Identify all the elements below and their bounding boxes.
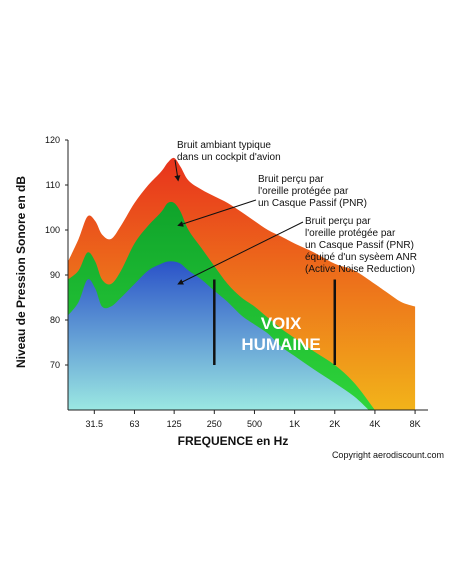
- area-series-2: [68, 261, 369, 410]
- annotation-line: l'oreille protégée par: [305, 228, 396, 239]
- x-tick-label: 2K: [329, 419, 340, 429]
- annotation-line: dans un cockpit d'avion: [177, 152, 281, 163]
- annotation-line: (Active Noise Reduction): [305, 264, 415, 275]
- x-tick-label: 8K: [410, 419, 421, 429]
- x-tick-label: 63: [129, 419, 139, 429]
- annotation-pointer: [177, 221, 304, 285]
- x-tick-label: 500: [247, 419, 262, 429]
- y-tick-label: 80: [50, 315, 60, 325]
- annotation-line: l'oreille protégée par: [258, 186, 349, 197]
- y-tick-label: 70: [50, 360, 60, 370]
- annotation-line: Bruit ambiant typique: [177, 140, 271, 151]
- x-tick-label: 250: [207, 419, 222, 429]
- voice-label-line1: VOIX: [261, 314, 302, 333]
- voice-band-markers: [213, 279, 337, 365]
- x-tick-label: 31.5: [86, 419, 104, 429]
- annotation-line: un Casque Passif (PNR): [258, 198, 367, 209]
- annotation-pointer: [174, 159, 181, 182]
- y-tick-label: 90: [50, 270, 60, 280]
- area-series-group: [68, 157, 416, 410]
- y-tick-label: 110: [46, 180, 60, 190]
- annotation-line: équipé d'un sysèem ANR: [305, 252, 417, 263]
- x-tick-label: 1K: [289, 419, 300, 429]
- y-axis-label: Niveau de Pression Sonore en dB: [14, 176, 28, 368]
- x-axis-label: FREQUENCE en Hz: [178, 434, 289, 448]
- annotation-line: Bruit perçu par: [258, 174, 324, 185]
- annotation-line: Bruit perçu par: [305, 216, 371, 227]
- y-tick-label: 120: [45, 135, 60, 145]
- x-tick-label: 125: [167, 419, 182, 429]
- x-tick-label: 4K: [369, 419, 380, 429]
- annotation-line: un Casque Passif (PNR): [305, 240, 414, 251]
- voice-label-line2: HUMAINE: [241, 335, 320, 354]
- voice-band-label: VOIX HUMAINE: [241, 314, 320, 354]
- axes: 70 80 90 100 110 120 31.5 63 125 250 500 1K 2K 4K 8K: [45, 135, 428, 429]
- y-tick-label: 100: [45, 225, 60, 235]
- annotation-pointer: [177, 199, 257, 227]
- copyright-text: Copyright aerodiscount.com: [332, 450, 444, 460]
